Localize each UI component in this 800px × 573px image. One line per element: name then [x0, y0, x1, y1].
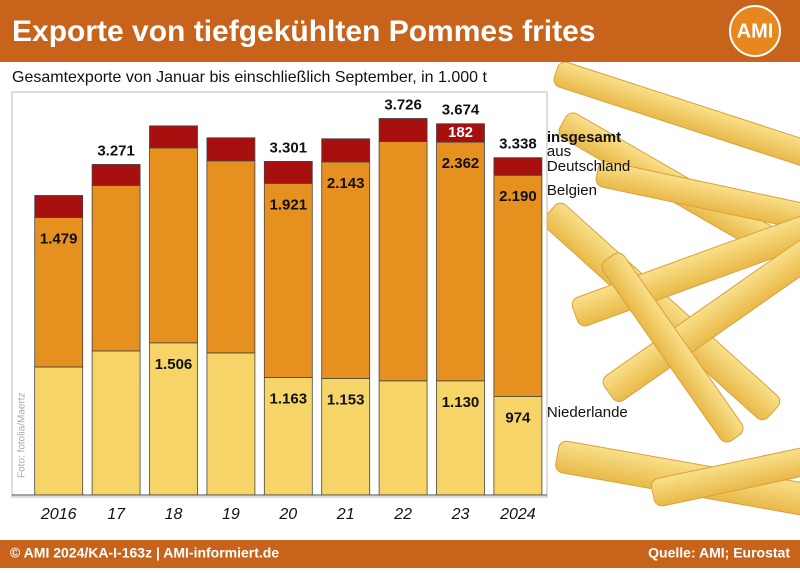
bar-segment	[91, 350, 141, 496]
total-label: 3.271	[97, 142, 135, 159]
bar-segment	[91, 164, 141, 186]
value-label: 2.362	[442, 155, 480, 172]
x-tick-label: 20	[278, 506, 297, 523]
bar-segment	[436, 123, 485, 143]
bar-segment	[263, 377, 313, 496]
x-tick-label: 2016	[40, 506, 77, 523]
bar-segment	[321, 378, 371, 496]
value-label: 1.506	[155, 356, 193, 373]
value-label: 2.143	[327, 175, 365, 192]
bar-segment	[378, 380, 428, 496]
bar-segment	[263, 161, 313, 184]
bar-segment	[149, 342, 198, 496]
legend-label: Niederlande	[546, 403, 628, 421]
value-label: 974	[505, 410, 531, 427]
total-label: 3.674	[442, 102, 480, 119]
fries-photo	[542, 61, 800, 523]
chart-title: Exporte von tiefgekühlten Pommes frites	[12, 15, 595, 48]
logo	[729, 5, 781, 57]
value-label: 1.921	[270, 196, 308, 213]
logo-text: AMI	[737, 20, 774, 42]
legend-label: Belgien	[546, 182, 597, 200]
footer-source: Quelle: AMI; Eurostat	[648, 545, 790, 561]
bar-segment	[263, 182, 313, 378]
legend-total: insgesamt	[546, 128, 622, 146]
bar-segment	[206, 137, 256, 162]
bar-segment	[34, 366, 84, 496]
x-tick-label: 22	[393, 506, 412, 523]
x-tick-label: 19	[222, 506, 240, 523]
value-label: 1.163	[270, 390, 308, 407]
value-label: 1.479	[40, 230, 78, 247]
x-tick-label: 21	[336, 506, 355, 523]
subtitle: Gesamtexporte von Januar bis einschließl…	[12, 69, 487, 86]
bar-segment	[493, 396, 543, 496]
footer-copyright: © AMI 2024/KA-I-163z | AMI-informiert.de	[10, 545, 279, 561]
total-label: 3.726	[384, 96, 422, 113]
bar-segment	[149, 125, 198, 149]
bar-segment	[493, 174, 543, 397]
bar-segment	[378, 141, 428, 382]
x-tick-label: 17	[107, 506, 126, 523]
photo-credit: Foto: fotolia/Maertz	[17, 392, 28, 478]
x-tick-label: 23	[451, 506, 470, 523]
bar-segment	[149, 147, 198, 344]
bar-segment	[91, 185, 141, 352]
bar-segment	[378, 118, 428, 142]
bar-segment	[321, 138, 371, 163]
bar-segment	[206, 160, 256, 354]
bar-segment	[206, 352, 256, 496]
header-bar	[0, 0, 800, 62]
x-tick-label: 18	[165, 506, 183, 523]
bar-segment	[436, 141, 485, 382]
total-label: 3.301	[270, 139, 308, 156]
bar-segment	[34, 217, 84, 368]
legend-label: aus Deutschland	[546, 142, 631, 175]
value-label: 1.153	[327, 391, 365, 408]
value-label: 182	[448, 124, 473, 141]
total-label: 3.338	[499, 136, 537, 153]
bar-segment	[321, 161, 371, 379]
value-label: 1.130	[442, 394, 480, 411]
value-label: 2.190	[499, 188, 537, 205]
footer-bar	[0, 540, 800, 568]
bar-segment	[34, 195, 84, 218]
bar-segment	[493, 157, 543, 176]
x-tick-label: 2024	[499, 506, 536, 523]
